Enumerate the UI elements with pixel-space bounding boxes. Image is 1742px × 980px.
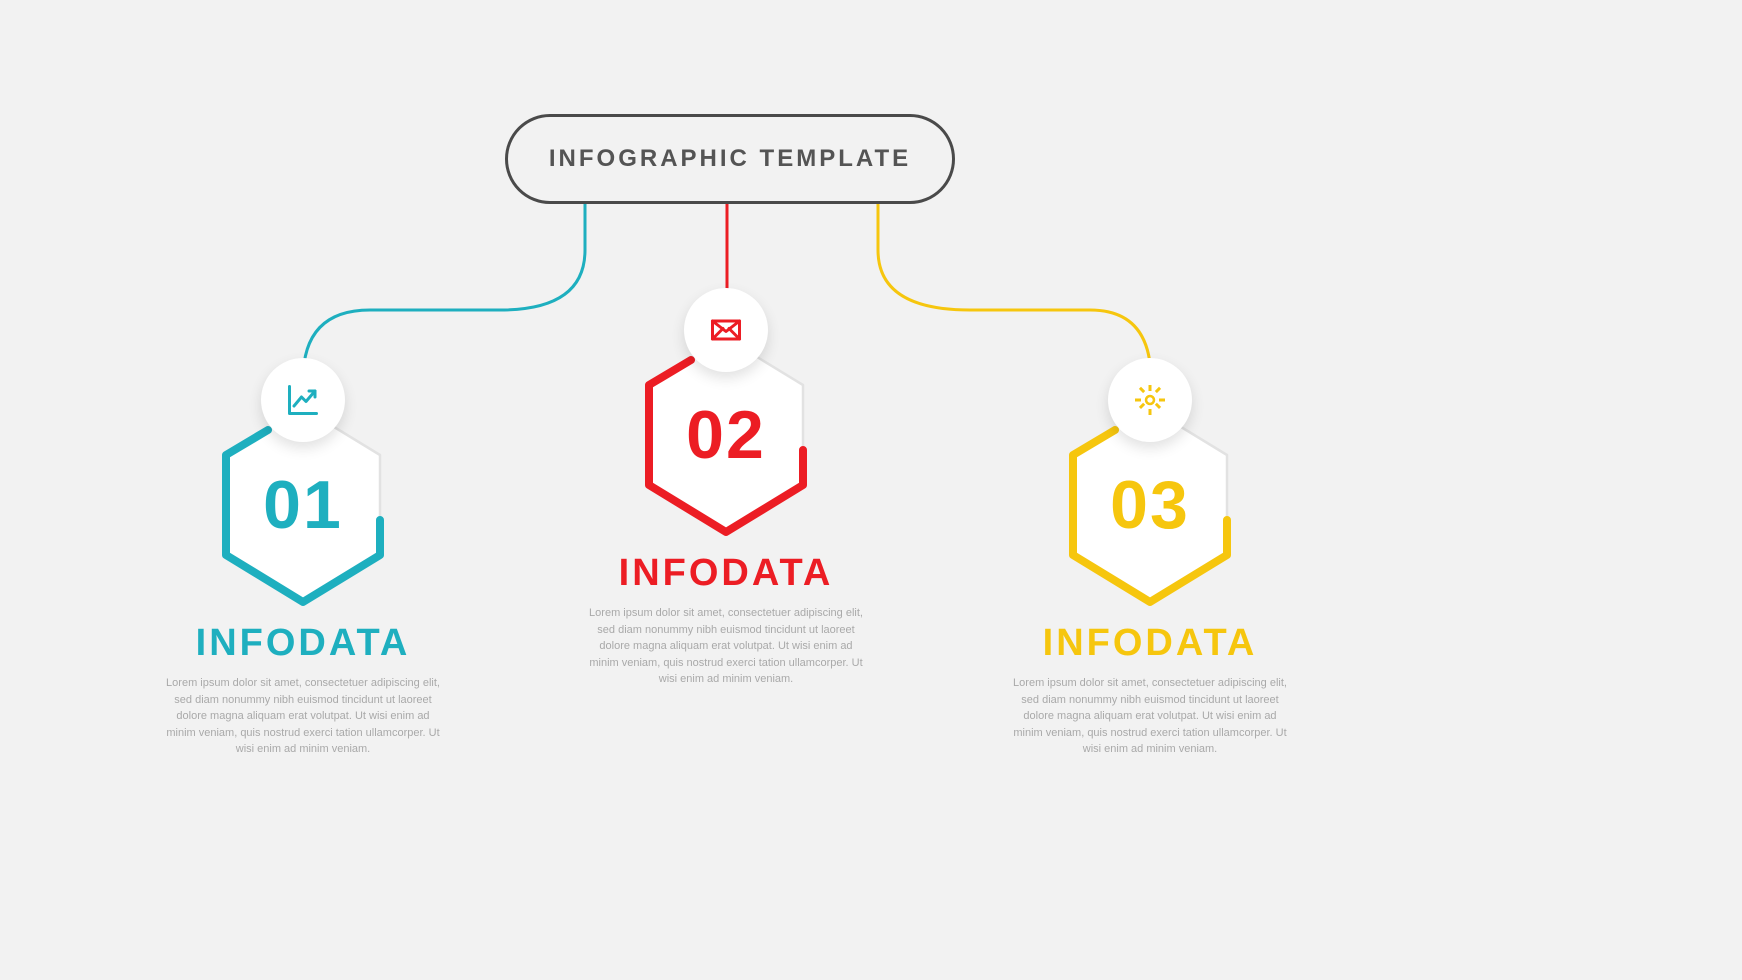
- node-02-description: Lorem ipsum dolor sit amet, consectetuer…: [586, 605, 866, 688]
- mail-icon: [708, 312, 744, 348]
- node-01-icon-circle: [261, 358, 345, 442]
- node-02-label: INFODATA: [576, 552, 876, 595]
- node-03-label: INFODATA: [1000, 622, 1300, 665]
- hexagon-03: 03: [1055, 400, 1245, 610]
- node-03: 03 INFODATA Lorem ipsum dolor sit amet, …: [1000, 400, 1300, 758]
- node-02-icon-circle: [684, 288, 768, 372]
- connector-1: [303, 204, 585, 430]
- hexagon-02: 02: [631, 330, 821, 540]
- gear-icon: [1132, 382, 1168, 418]
- node-01-description: Lorem ipsum dolor sit amet, consectetuer…: [163, 675, 443, 758]
- node-03-description: Lorem ipsum dolor sit amet, consectetuer…: [1010, 675, 1290, 758]
- infographic-stage: INFOGRAPHIC TEMPLATE 01 INFODATA Lorem i…: [0, 0, 1742, 980]
- chart-icon: [285, 382, 321, 418]
- node-01: 01 INFODATA Lorem ipsum dolor sit amet, …: [153, 400, 453, 758]
- title-text: INFOGRAPHIC TEMPLATE: [549, 145, 911, 173]
- title-pill: INFOGRAPHIC TEMPLATE: [505, 114, 955, 204]
- hexagon-01: 01: [208, 400, 398, 610]
- node-03-icon-circle: [1108, 358, 1192, 442]
- node-01-label: INFODATA: [153, 622, 453, 665]
- node-02: 02 INFODATA Lorem ipsum dolor sit amet, …: [576, 330, 876, 688]
